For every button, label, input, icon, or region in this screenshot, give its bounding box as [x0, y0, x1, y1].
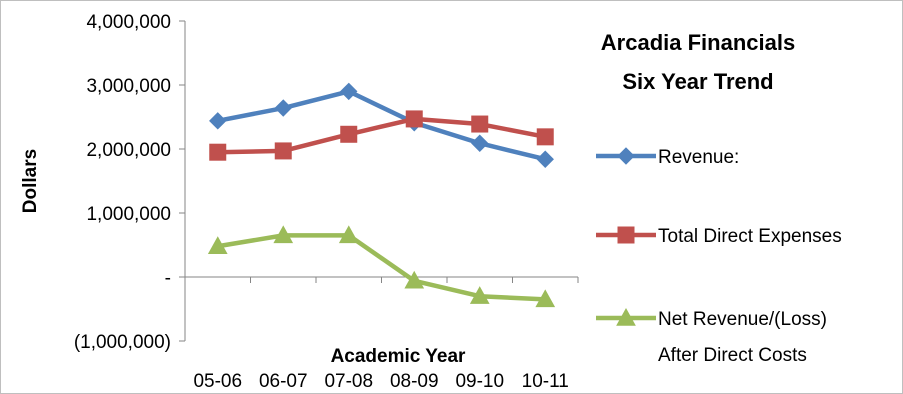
data-point: [471, 115, 489, 133]
legend-item: Total Direct Expenses: [596, 226, 842, 247]
data-point: [471, 134, 489, 152]
data-point: [209, 112, 227, 130]
legend-label: Total Direct Expenses: [658, 226, 842, 247]
series-3: [207, 225, 556, 308]
data-point: [273, 225, 294, 244]
data-point: [617, 147, 635, 165]
data-point: [536, 128, 554, 146]
data-point: [536, 150, 554, 168]
x-tick-label: 05-06: [193, 371, 242, 392]
data-point: [340, 82, 358, 101]
data-point: [209, 143, 227, 161]
data-point: [404, 270, 425, 289]
legend-label: After Direct Costs: [658, 345, 807, 366]
y-tick-label: (1,000,000): [74, 332, 171, 353]
data-point: [535, 289, 556, 308]
data-point: [338, 225, 359, 244]
data-point: [274, 99, 292, 117]
x-tick-label: 09-10: [455, 371, 504, 392]
y-axis-title: Dollars: [20, 149, 41, 213]
axes: 4,000,000 3,000,000 2,000,000 1,000,000 - (1,…: [74, 12, 579, 392]
data-point: [469, 286, 490, 304]
series-2: [209, 110, 554, 161]
chart-subtitle: Six Year Trend: [622, 69, 773, 94]
data-point: [274, 142, 292, 160]
legend-label: Revenue:: [658, 147, 739, 168]
chart-title: Arcadia Financials: [601, 30, 795, 55]
y-tick-label: 4,000,000: [86, 12, 171, 33]
data-point: [617, 226, 635, 244]
series-line: [215, 116, 548, 155]
data-point: [405, 110, 423, 128]
x-tick-label: 07-08: [324, 371, 373, 392]
series-layer: [207, 82, 556, 308]
legend-label: Net Revenue/(Loss): [658, 309, 827, 330]
legend: Revenue: Total Direct Expenses Net Revenue…: [596, 147, 842, 366]
y-tick-label: 1,000,000: [86, 204, 171, 225]
y-tick-label: -: [165, 268, 171, 289]
y-tick-label: 3,000,000: [86, 76, 171, 97]
x-tick-label: 08-09: [390, 371, 439, 392]
x-axis-title: Academic Year: [331, 346, 466, 367]
legend-item: Net Revenue/(Loss) After Direct Costs: [596, 307, 827, 366]
data-point: [616, 307, 636, 326]
y-tick-label: 2,000,000: [86, 140, 171, 161]
x-tick-label: 10-11: [522, 371, 569, 392]
x-tick-label: 06-07: [259, 371, 308, 392]
legend-item: Revenue:: [596, 147, 739, 168]
data-point: [340, 125, 358, 143]
data-point: [207, 236, 228, 254]
series-line: [215, 233, 548, 302]
series-line: [215, 89, 548, 162]
